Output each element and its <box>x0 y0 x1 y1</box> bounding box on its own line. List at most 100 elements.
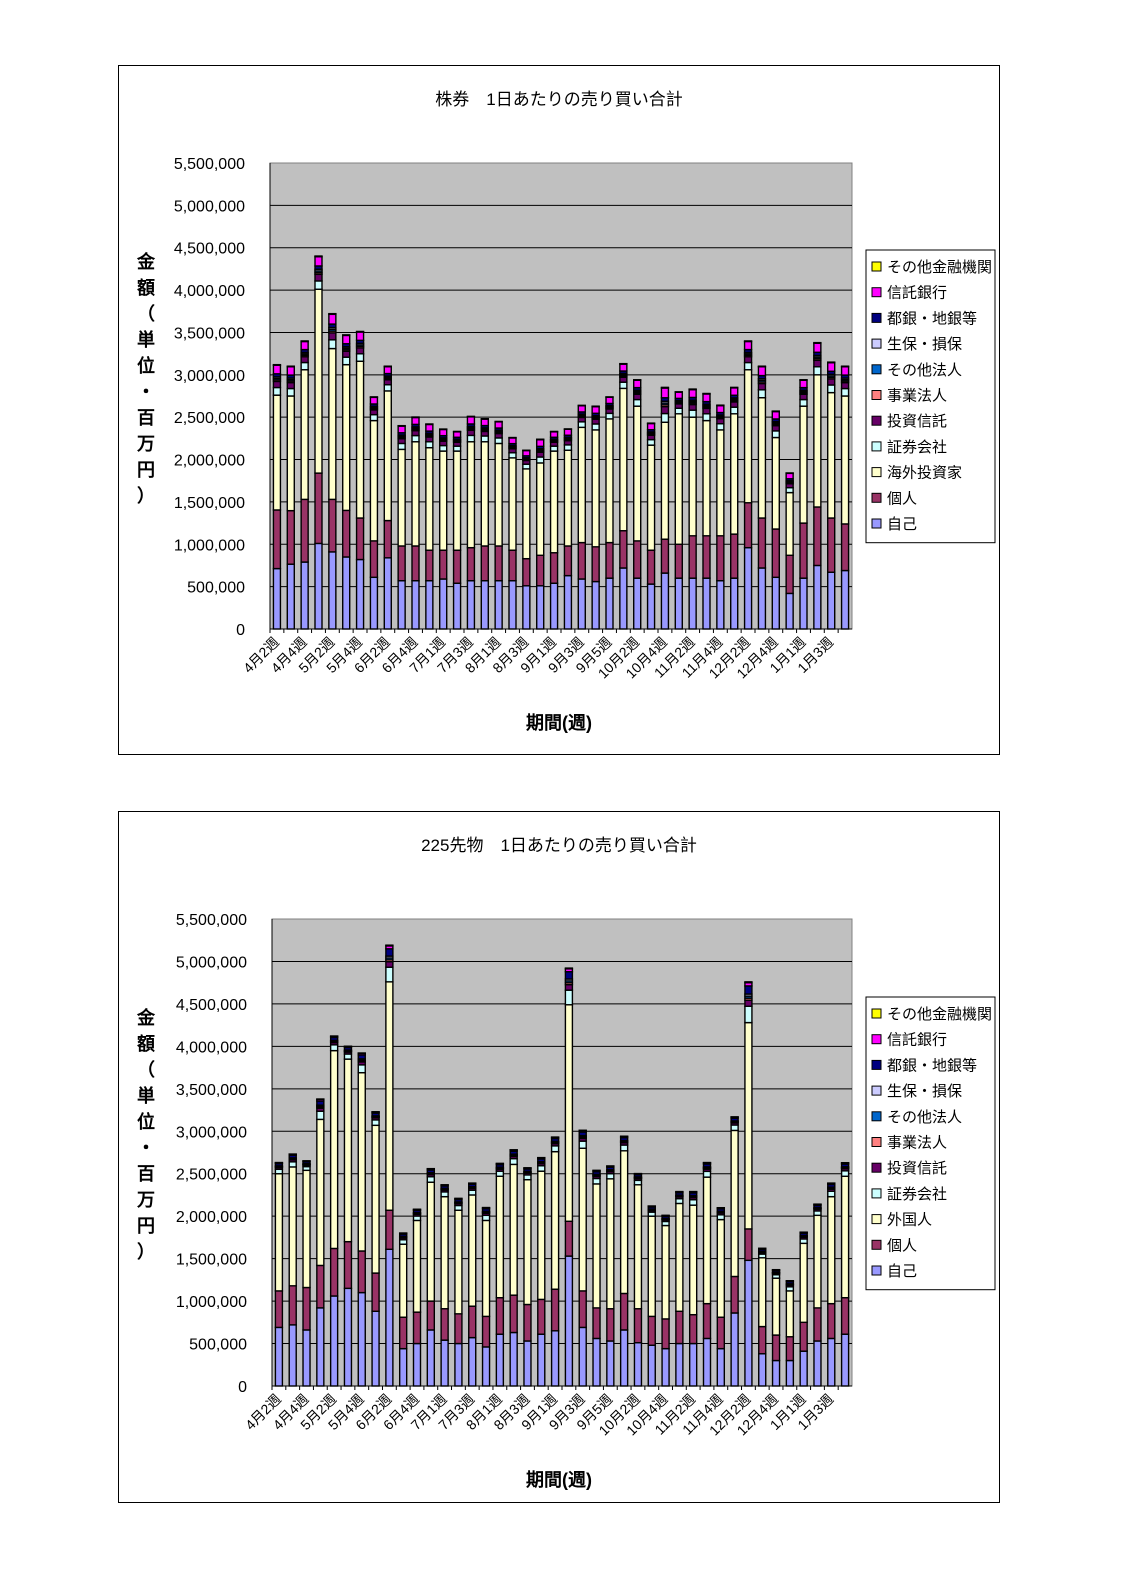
bar-segment <box>454 1313 463 1345</box>
bar-segment <box>758 1257 767 1328</box>
bar-segment <box>425 580 434 630</box>
bar-segment <box>646 438 656 446</box>
bar-segment <box>716 423 725 431</box>
bar-segment <box>577 405 586 413</box>
bar-segment <box>619 363 628 372</box>
bar-segment <box>454 1209 463 1315</box>
bar-segment <box>660 405 670 415</box>
bar-segment <box>316 1118 325 1267</box>
bar-segment <box>730 1312 739 1387</box>
y-tick-label: 500,000 <box>187 580 245 597</box>
y-tick-label: 5,000,000 <box>174 198 245 215</box>
y-axis-label-char: ・ <box>137 382 155 402</box>
bar-segment <box>522 449 531 457</box>
bar-segment <box>564 1004 574 1222</box>
bar-segment <box>840 387 850 397</box>
bar-segment <box>523 1340 532 1387</box>
bar-segment <box>757 382 767 391</box>
bar-segment <box>619 387 628 532</box>
bar-segment <box>439 450 448 551</box>
legend-swatch <box>871 312 882 323</box>
bar-segment <box>813 564 822 630</box>
bar-segment <box>813 366 822 376</box>
bar-segment <box>397 580 406 630</box>
bar-segment <box>564 989 574 1006</box>
bar-segment <box>771 410 780 420</box>
y-axis-label-char: 単 <box>137 329 155 350</box>
legend-label: 都銀・地銀等 <box>887 1056 977 1074</box>
bar-segment <box>716 535 725 582</box>
bar-segment <box>383 365 392 375</box>
bar-segment <box>674 543 683 579</box>
bar-segment <box>369 576 379 630</box>
bar-segment <box>827 384 836 394</box>
y-axis-label-char: 百 <box>137 1164 155 1184</box>
bar-segment <box>592 1177 601 1185</box>
legend-label: 都銀・地銀等 <box>887 309 977 327</box>
bar-segment <box>799 379 808 381</box>
bar-segment <box>578 1147 587 1292</box>
legend-swatch <box>871 261 882 272</box>
bar-segment <box>302 1329 311 1387</box>
bar-segment <box>328 498 337 553</box>
y-axis-label-char: 位 <box>137 355 155 376</box>
y-tick-label: 4,500,000 <box>174 241 245 258</box>
bar-segment <box>646 549 656 585</box>
bar-segment <box>744 1021 753 1230</box>
bar-segment <box>743 369 753 504</box>
bar-segment <box>577 421 586 429</box>
bar-segment <box>411 434 420 443</box>
bar-segment <box>536 438 545 441</box>
chart-title: 225先物 1日あたりの売り買い合計 <box>421 836 697 855</box>
bar-segment <box>398 1316 408 1350</box>
bar-segment <box>468 1189 477 1196</box>
bar-segment <box>619 1144 629 1152</box>
legend-label: 証券会社 <box>887 1186 947 1203</box>
y-tick-label: 3,000,000 <box>174 368 245 385</box>
bar-segment <box>743 356 753 364</box>
bar-segment <box>730 533 739 579</box>
bar-segment <box>328 312 337 316</box>
bar-segment <box>702 535 711 579</box>
bar-segment <box>840 569 850 630</box>
y-tick-label: 500,000 <box>189 1337 247 1354</box>
bar-segment <box>549 552 559 584</box>
legend-swatch <box>871 338 882 349</box>
bar-segment <box>605 418 614 544</box>
y-axis-label-char: ） <box>137 486 155 506</box>
legend-swatch <box>871 467 882 478</box>
bar-segment <box>425 549 434 582</box>
bar-segment <box>578 1326 587 1387</box>
bar-segment <box>385 1209 394 1250</box>
bar-segment <box>495 1170 505 1177</box>
bar-segment <box>716 429 725 537</box>
bar-segment <box>743 502 753 549</box>
bar-segment <box>675 1197 684 1205</box>
bar-segment <box>550 1150 560 1290</box>
bar-segment <box>426 1300 436 1331</box>
bar-segment <box>425 423 434 432</box>
y-axis-label-char: 金 <box>136 251 156 272</box>
bar-segment <box>426 1329 436 1387</box>
bar-segment <box>785 592 794 630</box>
bar-segment <box>730 386 739 389</box>
bar-segment <box>314 542 323 630</box>
bar-segment <box>371 1272 380 1312</box>
bar-segment <box>371 1119 380 1127</box>
bar-segment <box>563 428 573 436</box>
bar-segment <box>730 1275 739 1314</box>
bar-segment <box>466 429 476 437</box>
bar-segment <box>840 1296 850 1335</box>
bar-segment <box>355 331 365 342</box>
bar-segment <box>578 1140 587 1149</box>
bar-segment <box>440 1195 449 1310</box>
bar-segment <box>550 1288 560 1332</box>
bar-segment <box>495 1333 505 1387</box>
bar-segment <box>272 394 282 511</box>
y-tick-label: 5,500,000 <box>174 156 245 173</box>
legend-label: 自己 <box>887 516 917 533</box>
bar-segment <box>466 415 476 418</box>
bar-segment <box>549 445 559 452</box>
bar-segment <box>300 561 309 630</box>
bar-segment <box>730 387 739 396</box>
